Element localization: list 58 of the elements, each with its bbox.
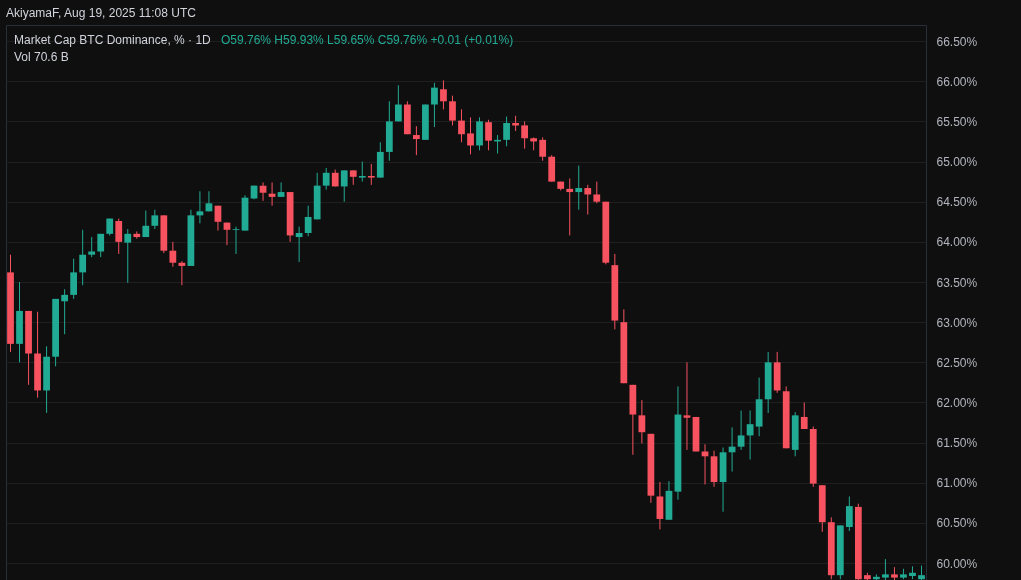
candlestick (845, 495, 853, 532)
candlestick (70, 258, 78, 300)
candlestick (142, 210, 150, 238)
y-tick-label: 66.50% (936, 34, 978, 49)
candlestick (394, 84, 402, 122)
y-tick-label: 61.50% (936, 436, 978, 451)
annotation: O59.76% H59.93% L59.65% C59.76% +0.01 (+0.01%) (221, 33, 514, 47)
candlestick (413, 125, 420, 156)
candlestick (503, 116, 510, 147)
text: AkiyamaF, Aug 19, 2025 11:08 UTC (6, 6, 197, 20)
candlestick (295, 226, 303, 263)
candlestick (169, 241, 177, 268)
candlestick (358, 161, 366, 183)
y-tick-label: 60.50% (936, 516, 978, 531)
y-tick-label: 65.50% (936, 114, 978, 129)
candlestick (340, 169, 348, 203)
candlestick (575, 165, 583, 211)
candlestick (737, 410, 745, 451)
candlestick (458, 108, 465, 143)
candlestick (566, 177, 574, 236)
y-tick-label: 65.00% (936, 155, 978, 170)
candlestick (882, 558, 889, 580)
candlestick (467, 116, 474, 155)
text: Market Cap BTC Dominance, % · 1D (14, 33, 212, 47)
y-tick-label: 63.50% (936, 275, 978, 290)
y-tick-label: 64.00% (936, 235, 978, 250)
candlestick (521, 120, 529, 150)
candlestick (115, 218, 123, 255)
annotation: Vol 70.6 B (14, 50, 69, 64)
candlestick (431, 82, 438, 128)
candlestick (539, 136, 547, 162)
candlestick (232, 226, 240, 255)
candlestick (584, 184, 592, 216)
candlestick (322, 167, 330, 191)
candlestick (449, 95, 456, 126)
y-tick-label: 60.00% (936, 556, 978, 571)
candlestick (656, 481, 664, 530)
candlestick (79, 229, 87, 286)
candlestick (701, 443, 709, 485)
candlestick (440, 79, 447, 110)
candlestick (800, 402, 808, 430)
candlestick (367, 163, 375, 186)
y-tick-label: 61.00% (936, 476, 978, 491)
candlestick (485, 119, 492, 151)
y-tick-label: 62.00% (936, 396, 978, 410)
y-tick-label: 62.50% (936, 355, 978, 370)
candlestick (683, 361, 691, 451)
candlestick (746, 410, 754, 461)
y-tick-label: 63.00% (936, 315, 978, 330)
y-tick-label: 64.50% (936, 195, 978, 210)
candlestick (61, 288, 69, 335)
y-tick-label: 66.00% (936, 74, 978, 89)
candlestick (124, 228, 132, 284)
candlestick (151, 209, 159, 230)
candlestick (277, 181, 285, 198)
candlestick (304, 205, 312, 237)
candlestick (88, 236, 96, 258)
candlestick (593, 181, 601, 204)
